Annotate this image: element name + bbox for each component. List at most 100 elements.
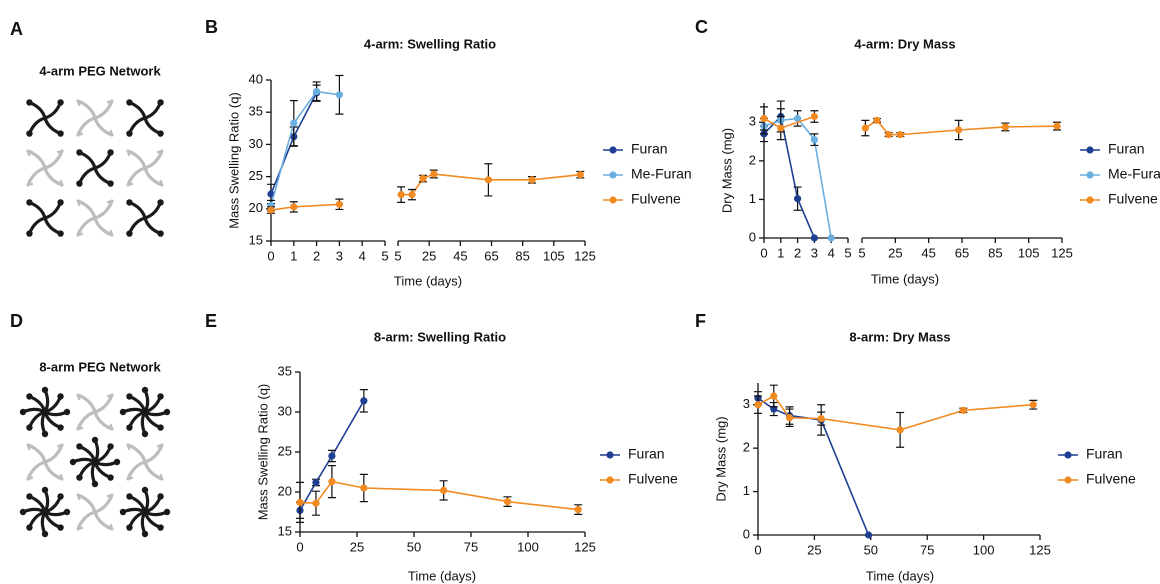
arm bbox=[27, 200, 47, 220]
arm bbox=[76, 199, 97, 220]
arm-end bbox=[57, 99, 64, 106]
arm-end bbox=[126, 524, 133, 531]
arm bbox=[127, 100, 147, 120]
legend-label: Me-Furan bbox=[631, 166, 692, 182]
arm bbox=[140, 510, 147, 536]
data-point bbox=[290, 203, 298, 211]
arm-end bbox=[141, 386, 149, 394]
data-point bbox=[574, 506, 582, 514]
arm-end bbox=[157, 99, 164, 106]
diagram-title: 4-arm PEG Network bbox=[39, 63, 161, 78]
arm-end bbox=[63, 508, 71, 516]
data-point bbox=[528, 176, 536, 184]
arm-end bbox=[126, 443, 134, 451]
arm bbox=[93, 410, 114, 431]
arm-end bbox=[157, 130, 164, 137]
x-tick-label: 3 bbox=[336, 248, 343, 263]
arm bbox=[26, 443, 47, 464]
data-point bbox=[1053, 122, 1061, 130]
arm-end bbox=[26, 130, 33, 137]
arm-end bbox=[106, 229, 114, 237]
arm bbox=[43, 443, 64, 464]
arm-end bbox=[126, 393, 133, 400]
arm-end bbox=[157, 524, 164, 531]
legend-label: Fulvene bbox=[1108, 191, 1158, 207]
arm-end bbox=[126, 99, 133, 106]
y-tick-label: 2 bbox=[749, 152, 756, 167]
arm bbox=[43, 388, 50, 414]
arm-end bbox=[141, 530, 149, 538]
x-tick-label: 0 bbox=[760, 245, 767, 260]
arm bbox=[43, 216, 63, 236]
arm bbox=[40, 510, 47, 536]
x-tick-label: 45 bbox=[453, 248, 467, 263]
panel-label: F bbox=[695, 311, 706, 331]
arm bbox=[93, 460, 119, 467]
arm-end bbox=[76, 129, 84, 137]
legend-marker bbox=[1086, 196, 1094, 204]
y-axis-label: Mass Swelling Ratio (q) bbox=[226, 92, 241, 229]
panel-label: C bbox=[695, 17, 708, 37]
panel-label: D bbox=[10, 311, 23, 331]
arm bbox=[43, 200, 63, 220]
arm bbox=[26, 166, 47, 187]
arm bbox=[26, 149, 47, 170]
y-tick-label: 35 bbox=[249, 104, 263, 119]
data-point bbox=[290, 119, 298, 127]
arm bbox=[143, 149, 164, 170]
y-tick-label: 20 bbox=[278, 483, 292, 498]
arm bbox=[126, 443, 147, 464]
x-tick-label: 4 bbox=[828, 245, 835, 260]
arm-end bbox=[26, 393, 33, 400]
legend-marker bbox=[609, 196, 617, 204]
x-tick-label: 85 bbox=[515, 248, 529, 263]
arm bbox=[71, 457, 97, 464]
y-axis-label: Dry Mass (mg) bbox=[719, 128, 734, 213]
legend-marker bbox=[609, 171, 617, 179]
y-tick-label: 15 bbox=[249, 232, 263, 247]
arm-end bbox=[163, 508, 171, 516]
data-point bbox=[267, 206, 275, 214]
arm-end bbox=[106, 393, 114, 401]
data-point bbox=[810, 136, 819, 144]
data-point bbox=[1029, 401, 1037, 409]
series-line bbox=[270, 203, 340, 211]
legend-marker bbox=[1086, 146, 1094, 154]
data-point bbox=[397, 191, 405, 199]
arm-end bbox=[157, 493, 164, 500]
x-tick-label: 3 bbox=[811, 245, 818, 260]
data-point bbox=[296, 498, 304, 506]
data-point bbox=[810, 112, 819, 121]
data-point bbox=[817, 415, 825, 423]
arm-end bbox=[76, 523, 84, 531]
y-tick-label: 3 bbox=[749, 114, 756, 129]
arm-end bbox=[41, 430, 49, 438]
arm-end bbox=[26, 493, 33, 500]
x-tick-label: 125 bbox=[1029, 542, 1051, 557]
x-tick-label: 25 bbox=[888, 245, 902, 260]
data-point bbox=[313, 87, 321, 96]
arm-end bbox=[157, 199, 164, 206]
arm-end bbox=[57, 524, 64, 531]
data-point bbox=[873, 116, 881, 124]
data-point bbox=[794, 114, 802, 123]
data-point bbox=[484, 176, 492, 184]
data-point bbox=[770, 392, 778, 400]
data-point bbox=[810, 234, 819, 242]
data-point bbox=[777, 124, 785, 132]
x-tick-label: 50 bbox=[864, 542, 878, 557]
x-tick-label: 0 bbox=[267, 248, 274, 263]
legend-marker bbox=[606, 451, 614, 459]
arm bbox=[21, 407, 47, 414]
arm-end bbox=[107, 443, 114, 450]
arm-end bbox=[107, 474, 114, 481]
y-tick-label: 25 bbox=[278, 443, 292, 458]
legend-marker bbox=[1064, 476, 1072, 484]
y-tick-label: 1 bbox=[749, 191, 756, 206]
data-point bbox=[576, 171, 584, 179]
data-point bbox=[1001, 123, 1009, 131]
arm bbox=[126, 149, 147, 170]
arm bbox=[93, 150, 113, 170]
arm-end bbox=[157, 230, 164, 237]
